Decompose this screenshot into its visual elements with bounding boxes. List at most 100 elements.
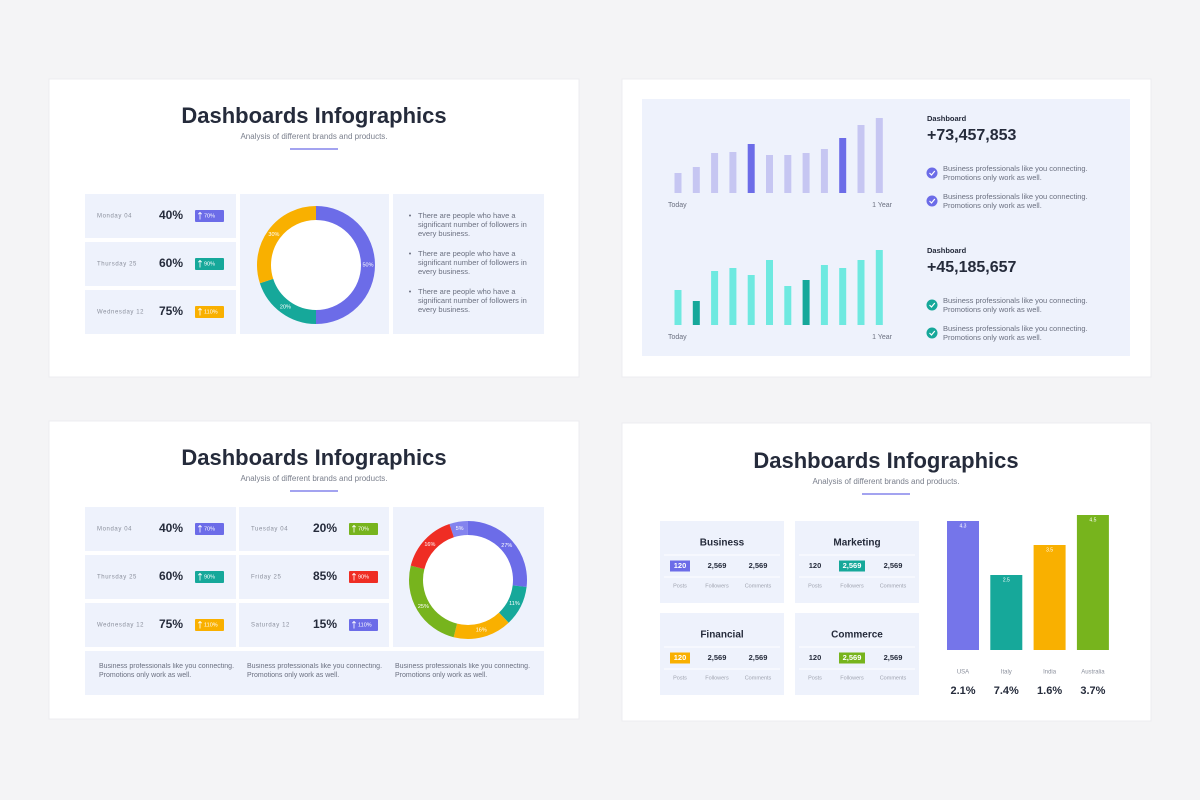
category-label: USA [957,670,969,676]
card-value: 120 [674,561,687,570]
donut-label: 50% [362,262,373,268]
bullet-text-box: There are people who have a significant … [418,287,527,314]
note-text: Business professionals like you connecti… [99,663,235,679]
bar [692,167,700,193]
check-mark [929,170,936,176]
stat-badge [349,523,378,535]
note-text-box: Business professionals like you connecti… [99,663,235,679]
bar [766,155,773,193]
axis-start-label: Today [668,334,687,341]
value-highlight [839,652,865,664]
donut-label: 16% [476,628,487,634]
panel-total: +73,457,853 [927,127,1017,144]
change-label: 3.7% [1080,685,1105,697]
donut-label: 5% [456,526,464,532]
stat-day: Thursday 25 [97,262,137,268]
bar [875,118,883,193]
bar-value-label: 4.5 [1089,517,1096,523]
donut-label: 11% [509,601,520,607]
card-value: 2,569 [884,653,903,662]
bar [784,155,792,193]
bar [820,149,828,193]
badge-label: 90% [204,574,215,580]
donut-segment [467,521,527,588]
bar [674,290,682,325]
check-text-box: Business professionals like you connecti… [943,192,1088,210]
bar [857,125,865,193]
card-value: 120 [809,653,822,662]
slide-subtitle: Analysis of different brands and product… [240,474,387,483]
stat-day: Thursday 25 [97,575,137,581]
bar [839,138,847,193]
donut-segment [257,206,317,284]
card-value: 2,569 [843,653,862,662]
stat-percent: 60% [159,256,183,270]
card-value: 120 [674,653,687,662]
stat-day: Monday 04 [97,527,132,533]
stat-badge [195,210,224,222]
donut-label: 25% [418,604,429,610]
stat-day: Tuesday 04 [251,527,288,533]
card-value: 2,569 [749,653,768,662]
check-icon [926,167,938,179]
stat-day: Saturday 12 [251,623,290,629]
change-label: 1.6% [1037,685,1062,697]
check-mark [929,198,936,204]
slide-title: Dashboards Infographics [181,445,446,470]
stat-percent: 40% [159,208,183,222]
bullet-dot [409,214,411,217]
stat-badge [195,258,224,270]
bullet-panel [393,194,544,334]
badge-arrow [198,524,202,533]
panel-heading: Dashboard [927,114,967,123]
stat-day: Wednesday 12 [97,623,144,629]
value-highlight [839,560,865,572]
note-text: Business professionals like you connecti… [247,663,383,679]
bar [990,575,1023,650]
bar [947,521,979,650]
card-title: Financial [700,630,744,641]
value-highlight [670,560,690,572]
card-title: Business [700,538,745,549]
card-label: Posts [808,583,822,589]
donut-label: 30% [268,232,279,238]
check-text-box: Business professionals like you connecti… [943,164,1088,182]
donut-segment [453,612,509,639]
stat-badge [195,306,224,318]
badge-label: 70% [358,526,369,532]
card-label: Posts [673,583,687,589]
note-text-box: Business professionals like you connecti… [247,663,383,679]
slide-subtitle: Analysis of different brands and product… [812,477,959,486]
check-icon [926,195,938,207]
card-value: 2,569 [708,653,727,662]
card-value: 2,569 [843,561,862,570]
bar [729,152,737,193]
check-icon [926,327,938,339]
badge-label: 110% [204,309,218,315]
change-label: 7.4% [994,685,1019,697]
card-label: Posts [808,675,822,681]
bar [692,301,700,325]
card-value: 120 [809,561,822,570]
bar [729,268,737,325]
value-highlight [670,652,690,664]
bar [711,271,719,325]
stat-badge [349,571,378,583]
donut-segment [259,278,317,324]
check-mark [929,330,936,336]
bullet-text: There are people who have a significant … [418,211,527,238]
bar [747,144,755,193]
badge-label: 90% [358,574,369,580]
bar [711,153,719,193]
card-label: Comments [745,583,772,589]
chart-panel [642,99,1130,356]
badge-arrow [198,307,202,316]
card-label: Comments [880,583,907,589]
card-value: 2,569 [749,561,768,570]
badge-label: 90% [204,261,215,267]
bar [1033,545,1066,650]
check-text-box: Business professionals like you connecti… [943,324,1088,342]
card-value: 2,569 [708,561,727,570]
bar [747,275,755,325]
